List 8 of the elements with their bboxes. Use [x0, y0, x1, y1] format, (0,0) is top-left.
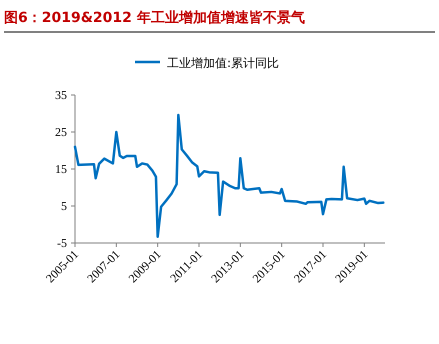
y-tick-label: -5 [57, 236, 67, 250]
line-series [74, 114, 385, 238]
y-tick-label: 25 [55, 125, 67, 139]
y-tick-label: 5 [61, 199, 67, 213]
y-tick-label: 35 [55, 88, 67, 102]
y-tick-label: 15 [55, 162, 67, 176]
chart-title: 图6：2019&2012 年工业增加值增速皆不景气 [4, 10, 305, 26]
legend-label: 工业增加值:累计同比 [167, 56, 280, 70]
